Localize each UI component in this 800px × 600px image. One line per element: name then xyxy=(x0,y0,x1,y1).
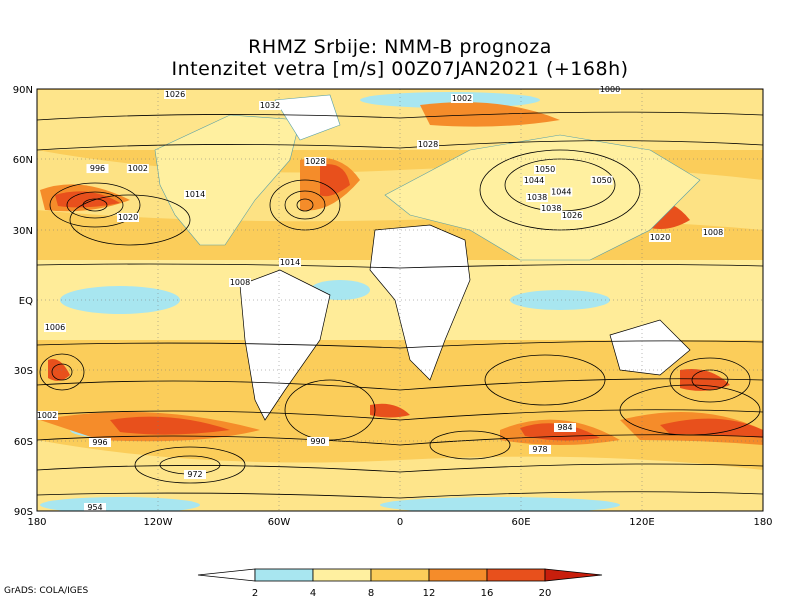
pressure-center-bg xyxy=(86,164,109,174)
axis-labels: 90N 60N 30N EQ 30S 60S 90S 180 120W 60W … xyxy=(13,85,773,528)
pressure-center-label: 996 xyxy=(90,164,105,173)
isobar-label: 978 xyxy=(532,445,547,454)
isobar-label: 990 xyxy=(310,437,325,446)
isobar-label: 1014 xyxy=(280,258,300,267)
isobar-label-bg xyxy=(36,411,58,420)
wind-field xyxy=(37,89,763,511)
isobar-label: 1014 xyxy=(185,190,205,199)
pressure-center-label: 1038 xyxy=(541,204,561,213)
isobar-label: 1020 xyxy=(118,213,138,222)
isobar-label-bg xyxy=(523,176,545,185)
lon-label: 60E xyxy=(511,517,530,528)
isobar-label-bg xyxy=(649,233,671,242)
lat-label: 60N xyxy=(13,155,33,166)
map-frame xyxy=(36,88,764,512)
colorbar: 2 4 8 12 16 20 xyxy=(197,568,603,599)
colorbar-tick: 2 xyxy=(252,588,258,599)
lon-label: 180 xyxy=(753,517,772,528)
isobar-label-bg xyxy=(279,258,301,267)
lon-label: 60W xyxy=(268,517,291,528)
colorbar-tick: 4 xyxy=(310,588,316,599)
map-subtitle: Intenzitet vetra [m/s] 00Z07JAN2021 (+16… xyxy=(171,58,629,80)
pressure-center-bg xyxy=(540,203,563,213)
pressure-center-bg xyxy=(590,175,613,185)
isobar-label: 1020 xyxy=(650,233,670,242)
map-title: RHMZ Srbije: NMM-B prognoza xyxy=(248,36,552,58)
colorbar-segment xyxy=(370,568,430,582)
colorbar-tick: 12 xyxy=(423,588,436,599)
colorbar-segment xyxy=(254,568,314,582)
pressure-center-bg xyxy=(304,157,327,167)
isobar-label-bg xyxy=(84,503,106,512)
colorbar-tick: 20 xyxy=(539,588,552,599)
lat-label: 30S xyxy=(14,366,33,377)
isobar-label-bg xyxy=(259,101,281,110)
colorbar-segment xyxy=(312,568,372,582)
isobar-label-bg xyxy=(89,438,111,447)
isobar-label: 1002 xyxy=(37,411,57,420)
isobar-label-bg xyxy=(702,228,724,237)
isobar-label: 1044 xyxy=(524,176,544,185)
colorbar-tick: 16 xyxy=(481,588,494,599)
colorbar-segment xyxy=(486,568,546,582)
isobar-label-bg xyxy=(117,213,139,222)
colorbar-tick: 8 xyxy=(368,588,374,599)
lon-label: 180 xyxy=(27,517,46,528)
colorbar-segment xyxy=(428,568,488,582)
isobar-labels: 1026 1032 1014 1002 1006 1008 1020 996 990 1028 10… xyxy=(36,85,724,512)
pressure-center-label: 1028 xyxy=(305,157,325,166)
isobar-label-bg xyxy=(184,190,206,199)
isobar-label-bg xyxy=(529,445,551,454)
colorbar-segment xyxy=(197,568,256,582)
isobar-label-bg xyxy=(554,423,576,432)
isobars xyxy=(37,111,763,499)
pressure-center-label: 1050 xyxy=(591,176,611,185)
isobar-label-bg xyxy=(561,211,583,220)
isobar-label: 1028 xyxy=(418,140,438,149)
isobar-label-bg xyxy=(451,94,473,103)
credit-label: GrADS: COLA/IGES xyxy=(4,586,89,596)
isobar-label-bg xyxy=(417,140,439,149)
lat-label: 90S xyxy=(14,507,33,518)
isobar-label-bg xyxy=(307,437,329,446)
lon-label: 120W xyxy=(144,517,173,528)
isobar-label-bg xyxy=(184,470,206,479)
isobar-label: 1026 xyxy=(165,90,185,99)
isobar-label-bg xyxy=(534,165,556,174)
pressure-center-bg xyxy=(126,164,149,174)
isobar-label-bg xyxy=(164,90,186,99)
graticule xyxy=(37,89,763,511)
lat-label: 60S xyxy=(14,437,33,448)
isobar-label: 1006 xyxy=(45,323,65,332)
lat-label: 30N xyxy=(13,226,33,237)
lon-label: 0 xyxy=(397,517,403,528)
pressure-center-label: 1002 xyxy=(128,164,148,173)
isobar-label: 1026 xyxy=(562,211,582,220)
isobar-label: 1002 xyxy=(452,94,472,103)
colorbar-segment xyxy=(544,568,603,582)
pressure-center-bg xyxy=(550,187,573,197)
isobar-label: 996 xyxy=(92,438,107,447)
isobar-label: 1038 xyxy=(527,193,547,202)
isobar-label: 1008 xyxy=(703,228,723,237)
isobar-label: 954 xyxy=(87,503,102,512)
isobar-label-bg xyxy=(44,323,66,332)
isobar-label-bg xyxy=(526,193,548,202)
lon-label: 120E xyxy=(629,517,654,528)
isobar-label: 1050 xyxy=(535,165,555,174)
isobar-label: 1008 xyxy=(230,278,250,287)
isobar-label: 972 xyxy=(187,470,202,479)
lat-label: 90N xyxy=(13,85,33,96)
pressure-center-label: 1044 xyxy=(551,188,571,197)
isobar-label-bg xyxy=(229,278,251,287)
isobar-label: 1032 xyxy=(260,101,280,110)
lat-label: EQ xyxy=(19,296,33,307)
isobar-label: 984 xyxy=(557,423,572,432)
